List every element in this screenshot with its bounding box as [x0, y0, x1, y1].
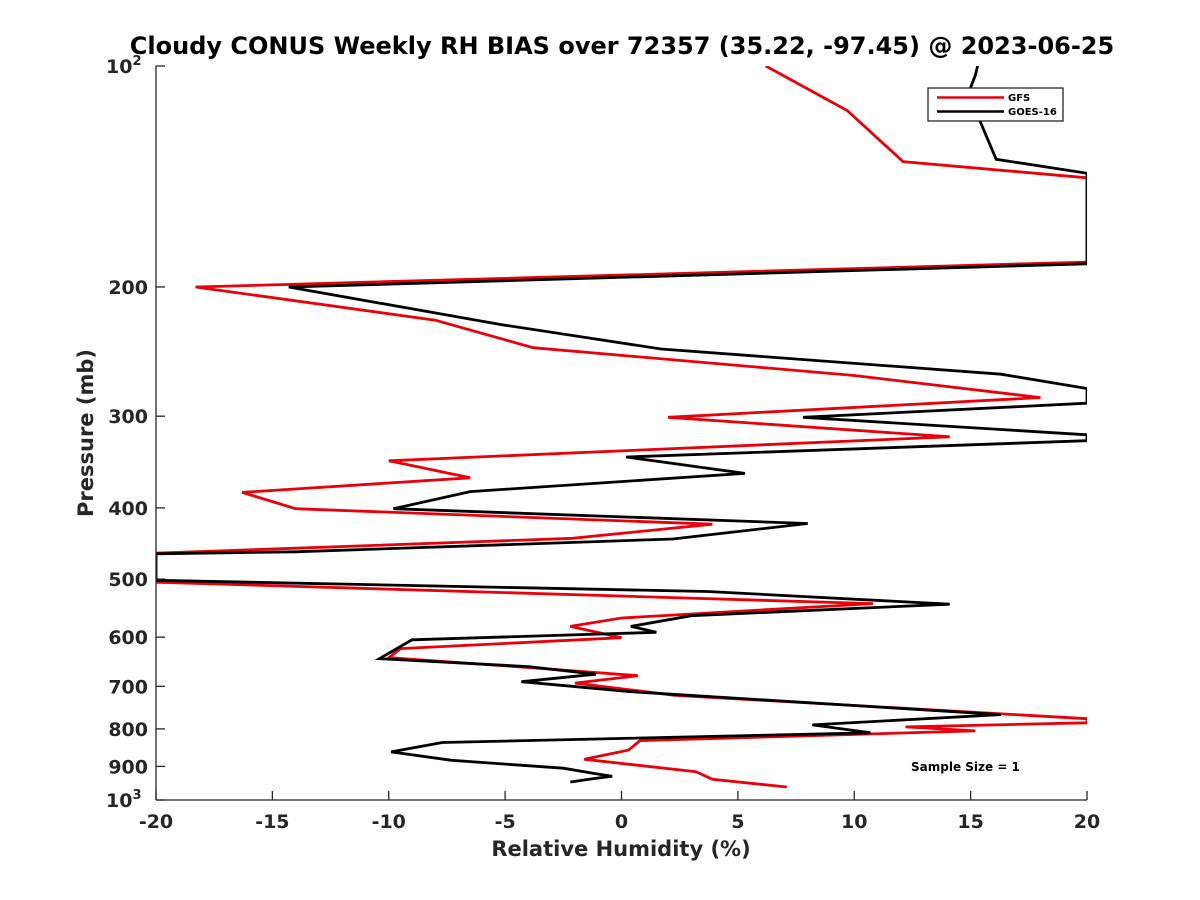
- y-tick-label: 900: [108, 756, 148, 778]
- x-tick-label: 5: [731, 811, 744, 833]
- y-tick-label: 600: [108, 627, 148, 649]
- series-line-gfs: [156, 66, 1087, 789]
- y-tick-label: 800: [108, 719, 148, 741]
- y-axis-ticks: 102 200 300 400 500 600 700 800 900 103: [106, 54, 165, 812]
- legend: GFS GOES-16: [927, 87, 1064, 122]
- x-axis-ticks: -20 -15 -10 -5 0 5 10 15 20: [139, 791, 1100, 833]
- sample-size-annotation: Sample Size = 1: [911, 760, 1020, 774]
- legend-label-goes-16: GOES-16: [1008, 107, 1057, 118]
- legend-label-gfs: GFS: [1008, 93, 1030, 104]
- chart-title: Cloudy CONUS Weekly RH BIAS over 72357 (…: [130, 32, 1114, 60]
- x-tick-label: -5: [495, 811, 516, 833]
- y-axis-label: Pressure (mb): [74, 349, 98, 517]
- y-tick-label: 700: [108, 676, 148, 698]
- x-axis-label: Relative Humidity (%): [491, 837, 750, 861]
- plot-area: [156, 66, 1087, 789]
- legend-box: [927, 87, 1064, 122]
- y-tick-label: 500: [108, 569, 148, 591]
- x-tick-label: 15: [957, 811, 983, 833]
- x-tick-label: 10: [841, 811, 867, 833]
- y-tick-label: 300: [108, 406, 148, 428]
- y-tick-label: 400: [108, 498, 148, 520]
- x-tick-label: -20: [139, 811, 173, 833]
- x-tick-label: 20: [1074, 811, 1100, 833]
- x-tick-label: -15: [255, 811, 289, 833]
- y-tick-label: 200: [108, 277, 148, 299]
- y-tick-label: 102: [106, 54, 142, 78]
- y-tick-label: 103: [106, 788, 142, 812]
- x-tick-label: -10: [372, 811, 406, 833]
- x-tick-label: 0: [615, 811, 628, 833]
- series-line-goes-16: [156, 66, 1087, 784]
